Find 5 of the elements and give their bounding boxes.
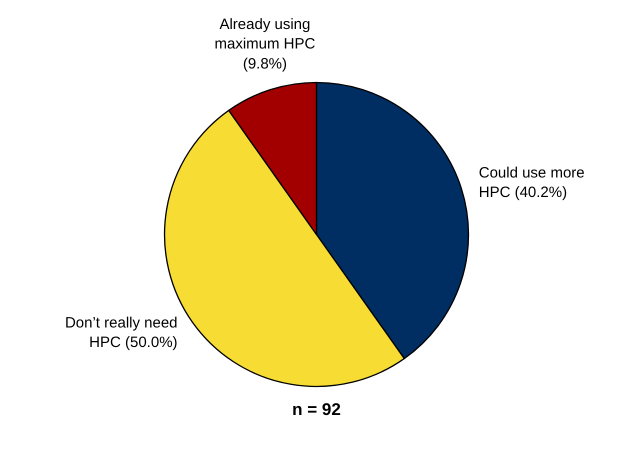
data-label: (9.8%) [242, 55, 288, 72]
slice-label: Could use more HPC (40.2%) [478, 164, 585, 202]
slice-label: Don’t really need HPC (50.0%) [64, 314, 178, 352]
text: n = 92 [292, 400, 341, 419]
slice-label: Already using maximum HPC [214, 16, 316, 53]
